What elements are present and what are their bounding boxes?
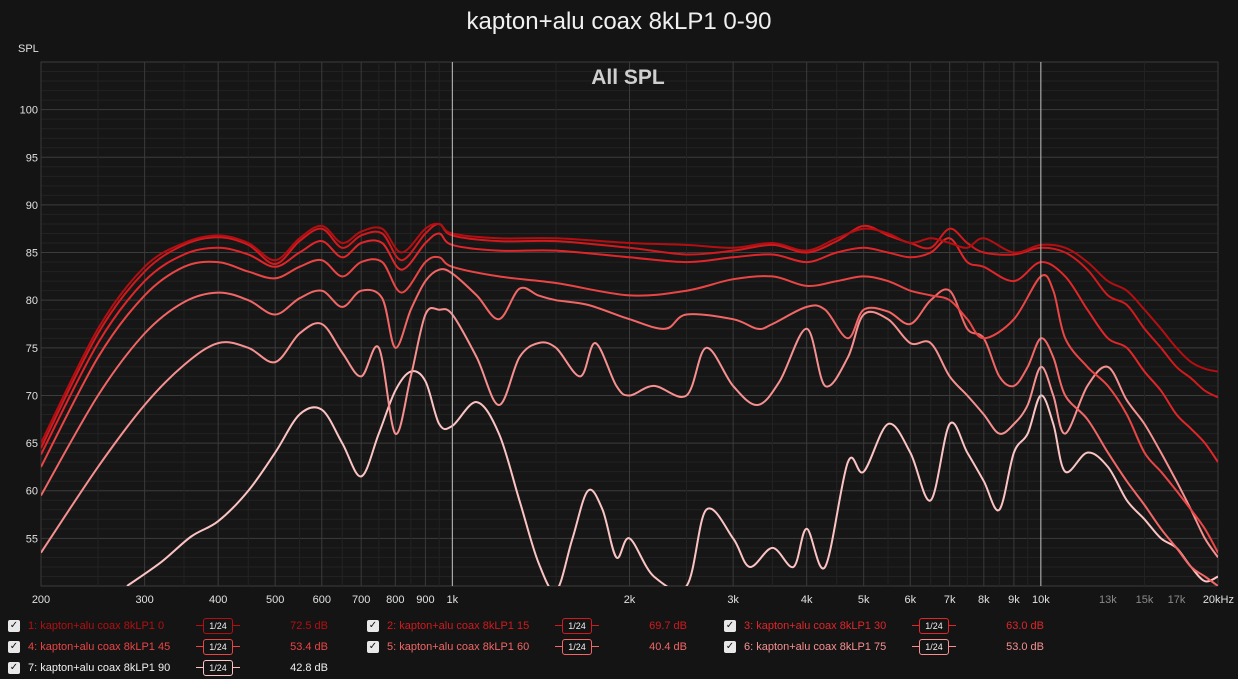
legend-label: 6: kapton+alu coax 8kLP1 75 [744,641,887,653]
legend-checkbox[interactable]: ✓ [367,620,379,632]
legend-checkbox[interactable]: ✓ [367,641,379,653]
legend-label: 7: kapton+alu coax 8kLP1 90 [28,662,171,674]
chart-title: kapton+alu coax 8kLP1 0-90 [466,8,772,35]
x-tick-label: 7k [944,594,956,606]
legend-label: 2: kapton+alu coax 8kLP1 15 [387,620,530,632]
legend-item[interactable]: ✓ 6: kapton+alu coax 8kLP1 75 1/24 53.0 dB [724,638,1064,656]
series-line [41,268,1218,586]
legend-item[interactable]: ✓ 2: kapton+alu coax 8kLP1 15 1/24 69.7 dB [367,617,707,635]
legend-label: 5: kapton+alu coax 8kLP1 60 [387,641,530,653]
smoothing-button[interactable]: 1/24 [203,660,233,676]
smoothing-button[interactable]: 1/24 [203,618,233,634]
y-ticks: 55 60 65 70 75 80 85 90 95 100 [20,105,38,546]
y-tick-label: 80 [26,295,38,307]
legend-level-value: 40.4 dB [649,641,687,653]
y-tick-label: 70 [26,390,38,402]
legend-level-value: 53.0 dB [1006,641,1044,653]
series-line [41,222,1218,449]
x-tick-label: 13k [1099,594,1117,606]
legend-level-value: 72.5 dB [290,620,328,632]
legend-checkbox[interactable]: ✓ [8,662,20,674]
x-tick-label: 20kHz [1203,594,1234,606]
legend-label: 4: kapton+alu coax 8kLP1 45 [28,641,171,653]
legend-item[interactable]: ✓ 5: kapton+alu coax 8kLP1 60 1/24 40.4 dB [367,638,707,656]
y-tick-label: 75 [26,343,38,355]
x-tick-label: 4k [801,594,813,606]
x-ticks: 200 300 400 500 600 700 800 900 1k 2k 3k 4k 5k 6k 7k 8k… [32,594,1234,606]
legend-checkbox[interactable]: ✓ [724,641,736,653]
x-tick-label: 900 [416,594,434,606]
series-line [41,232,1218,463]
legend-level-value: 42.8 dB [290,662,328,674]
legend-checkbox[interactable]: ✓ [8,641,20,653]
series-line [41,306,1218,558]
x-tick-label: 600 [313,594,331,606]
y-tick-label: 95 [26,152,38,164]
legend-label: 1: kapton+alu coax 8kLP1 0 [28,620,165,632]
x-tick-label: 8k [978,594,990,606]
legend-level-value: 63.0 dB [1006,620,1044,632]
x-tick-label: 17k [1168,594,1186,606]
x-tick-label: 1k [447,594,459,606]
legend-item[interactable]: ✓ 4: kapton+alu coax 8kLP1 45 1/24 53.4 dB [8,638,348,656]
y-tick-label: 90 [26,200,38,212]
grid [40,61,1219,587]
smoothing-button[interactable]: 1/24 [919,618,949,634]
legend-level-value: 53.4 dB [290,641,328,653]
inner-chart-title: All SPL [591,66,665,89]
cursors [451,62,1042,586]
x-tick-label: 5k [858,594,870,606]
legend-item[interactable]: ✓ 1: kapton+alu coax 8kLP1 0 1/24 72.5 dB [8,617,348,635]
series-line [41,255,1218,554]
x-tick-label: 2k [624,594,636,606]
series-group [41,222,1218,586]
x-tick-label: 300 [135,594,153,606]
y-tick-label: 60 [26,486,38,498]
x-tick-label: 9k [1008,594,1020,606]
x-tick-label: 10k [1032,594,1050,606]
series-line [41,222,1218,444]
y-axis-label: SPL [18,43,39,55]
legend-label: 3: kapton+alu coax 8kLP1 30 [744,620,887,632]
x-tick-label: 6k [904,594,916,606]
y-tick-label: 100 [20,105,38,117]
legend-item[interactable]: ✓ 7: kapton+alu coax 8kLP1 90 1/24 42.8 dB [8,659,348,677]
smoothing-button[interactable]: 1/24 [203,639,233,655]
legend-item[interactable]: ✓ 3: kapton+alu coax 8kLP1 30 1/24 63.0 dB [724,617,1064,635]
legend-level-value: 69.7 dB [649,620,687,632]
y-tick-label: 55 [26,533,38,545]
x-tick-label: 400 [209,594,227,606]
x-tick-label: 500 [266,594,284,606]
x-tick-label: 200 [32,594,50,606]
x-tick-label: 15k [1136,594,1154,606]
legend-checkbox[interactable]: ✓ [8,620,20,632]
smoothing-button[interactable]: 1/24 [562,639,592,655]
legend-checkbox[interactable]: ✓ [724,620,736,632]
x-tick-label: 3k [727,594,739,606]
y-tick-label: 85 [26,248,38,260]
x-tick-label: 800 [386,594,404,606]
y-tick-label: 65 [26,438,38,450]
series-line [126,370,1218,586]
x-tick-label: 700 [352,594,370,606]
smoothing-button[interactable]: 1/24 [919,639,949,655]
smoothing-button[interactable]: 1/24 [562,618,592,634]
